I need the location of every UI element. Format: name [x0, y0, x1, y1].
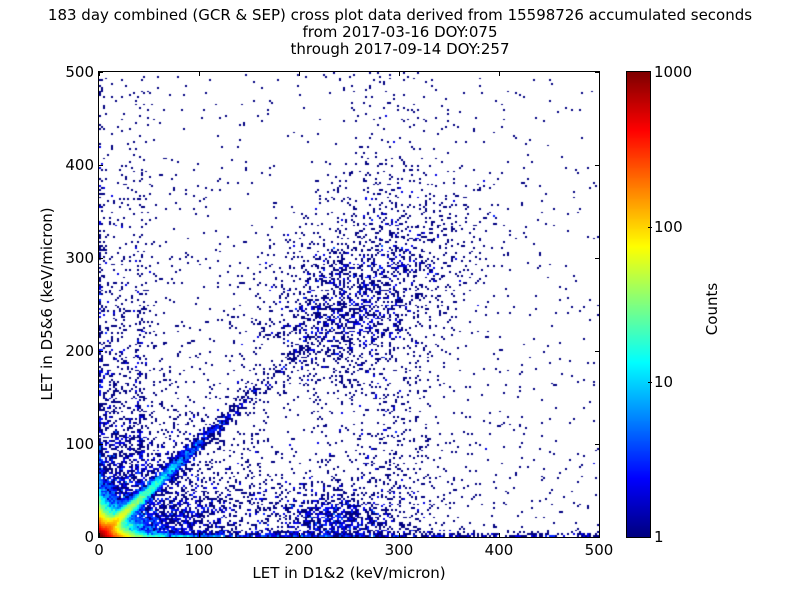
y-tick-mark — [99, 71, 103, 73]
x-tick-mark — [598, 533, 600, 537]
y-tick-label: 200 — [65, 342, 94, 360]
y-tick-mark — [99, 443, 103, 445]
y-tick-mark-right — [595, 164, 599, 166]
x-tick-label: 500 — [584, 541, 614, 559]
colorbar-gradient-canvas — [627, 72, 650, 537]
y-axis-label: LET in D5&6 (keV/micron) — [38, 207, 56, 401]
x-axis-label: LET in D1&2 (keV/micron) — [252, 564, 446, 582]
y-tick-label: 500 — [65, 63, 94, 81]
x-tick-mark — [498, 533, 500, 537]
x-tick-label: 0 — [94, 541, 104, 559]
x-tick-mark-top — [198, 72, 200, 76]
x-tick-label: 400 — [484, 541, 514, 559]
colorbar-tick-mark — [648, 226, 652, 228]
plot-area — [98, 71, 600, 538]
y-tick-label: 0 — [84, 528, 94, 546]
colorbar-tick-label: 1000 — [654, 63, 693, 81]
chart-title: 183 day combined (GCR & SEP) cross plot … — [47, 6, 753, 24]
colorbar-tick-label: 10 — [654, 373, 674, 391]
x-tick-label: 200 — [284, 541, 314, 559]
colorbar-tick-mark — [648, 381, 652, 383]
y-tick-mark-right — [595, 536, 599, 538]
y-tick-mark-right — [595, 350, 599, 352]
y-tick-mark — [99, 164, 103, 166]
x-tick-mark — [298, 533, 300, 537]
chart-subtitle-from: from 2017-03-16 DOY:075 — [302, 23, 498, 41]
y-tick-mark — [99, 257, 103, 259]
colorbar-label: Counts — [703, 282, 721, 336]
x-tick-mark-top — [98, 72, 100, 76]
y-tick-mark — [99, 350, 103, 352]
colorbar-tick-label: 1 — [654, 528, 664, 546]
x-tick-mark — [398, 533, 400, 537]
x-tick-label: 100 — [184, 541, 214, 559]
x-tick-mark-top — [498, 72, 500, 76]
x-tick-mark — [98, 533, 100, 537]
x-tick-mark-top — [398, 72, 400, 76]
colorbar-tick-label: 100 — [654, 218, 683, 236]
y-tick-mark-right — [595, 443, 599, 445]
y-tick-mark-right — [595, 257, 599, 259]
chart-subtitle-through: through 2017-09-14 DOY:257 — [290, 40, 510, 58]
y-tick-mark-right — [595, 71, 599, 73]
y-tick-mark — [99, 536, 103, 538]
y-tick-label: 300 — [65, 249, 94, 267]
y-tick-label: 100 — [65, 435, 94, 453]
x-tick-mark — [198, 533, 200, 537]
heatmap-canvas — [99, 72, 599, 537]
x-tick-mark-top — [298, 72, 300, 76]
x-tick-mark-top — [598, 72, 600, 76]
y-tick-label: 400 — [65, 156, 94, 174]
colorbar — [626, 71, 652, 538]
x-tick-label: 300 — [384, 541, 414, 559]
